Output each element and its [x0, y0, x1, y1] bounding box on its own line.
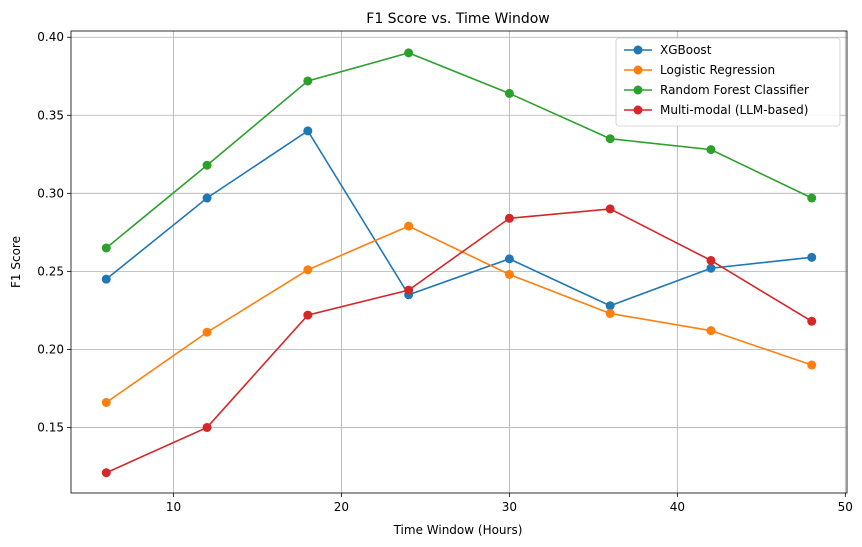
data-point — [504, 269, 514, 279]
data-point — [807, 193, 817, 203]
legend-box — [615, 37, 841, 127]
data-point — [303, 265, 313, 275]
legend-item: Logistic Regression — [624, 63, 775, 77]
data-point — [404, 48, 414, 58]
x-axis-label: Time Window (Hours) — [393, 523, 523, 537]
data-point — [404, 221, 414, 231]
legend-marker — [633, 45, 643, 55]
data-point — [807, 360, 817, 370]
y-tick-label: 0.35 — [37, 108, 64, 122]
data-point — [706, 255, 716, 265]
data-point — [706, 145, 716, 155]
data-point — [303, 76, 313, 86]
legend-marker — [633, 105, 643, 115]
y-tick-label: 0.20 — [37, 342, 64, 356]
y-tick-label: 0.40 — [37, 30, 64, 44]
y-axis: 0.15 0.20 0.25 0.30 0.35 0.40 — [37, 30, 71, 434]
data-point — [605, 309, 615, 319]
data-point — [202, 160, 212, 170]
x-tick-label: 20 — [334, 500, 349, 514]
x-tick-label: 40 — [670, 500, 685, 514]
x-tick-label: 10 — [166, 500, 181, 514]
legend-label: XGBoost — [660, 43, 712, 57]
series-layer — [101, 48, 817, 478]
legend-label: Logistic Regression — [660, 63, 775, 77]
data-point — [101, 274, 111, 284]
data-point — [807, 316, 817, 326]
legend-item: Random Forest Classifier — [624, 83, 809, 97]
y-tick-label: 0.30 — [37, 186, 64, 200]
x-tick-label: 30 — [502, 500, 517, 514]
data-point — [303, 310, 313, 320]
data-point — [504, 213, 514, 223]
plot-frame — [70, 30, 848, 494]
legend-marker — [633, 85, 643, 95]
data-point — [202, 327, 212, 337]
legend-item: XGBoost — [624, 43, 712, 57]
data-point — [101, 397, 111, 407]
legend-marker — [633, 65, 643, 75]
data-point — [807, 252, 817, 262]
data-point — [605, 301, 615, 311]
data-point — [101, 243, 111, 253]
data-point — [605, 134, 615, 144]
data-point — [504, 88, 514, 98]
series-2 — [101, 48, 817, 253]
series-line — [105, 52, 813, 249]
y-axis-label: F1 Score — [9, 236, 23, 288]
data-point — [706, 263, 716, 273]
x-axis: 10 20 30 40 50 — [166, 493, 853, 514]
data-point — [101, 468, 111, 478]
data-point — [202, 193, 212, 203]
series-line — [105, 129, 812, 307]
data-point — [605, 204, 615, 214]
series-1 — [101, 221, 817, 407]
series-3 — [101, 204, 817, 478]
y-tick-label: 0.25 — [37, 264, 64, 278]
data-point — [303, 126, 313, 136]
series-line — [105, 208, 813, 474]
legend-label: Random Forest Classifier — [660, 83, 809, 97]
legend-item: Multi-modal (LLM-based) — [624, 103, 808, 117]
legend: XGBoost Logistic Regression Random Forest … — [615, 37, 841, 127]
series-0 — [101, 126, 817, 311]
data-point — [404, 285, 414, 295]
chart-title: F1 Score vs. Time Window — [366, 11, 549, 27]
data-point — [706, 326, 716, 336]
series-line — [105, 225, 812, 404]
data-point — [202, 422, 212, 432]
x-tick-label: 50 — [838, 500, 853, 514]
legend-label: Multi-modal (LLM-based) — [660, 103, 808, 117]
y-tick-label: 0.15 — [37, 420, 64, 434]
data-point — [504, 254, 514, 264]
